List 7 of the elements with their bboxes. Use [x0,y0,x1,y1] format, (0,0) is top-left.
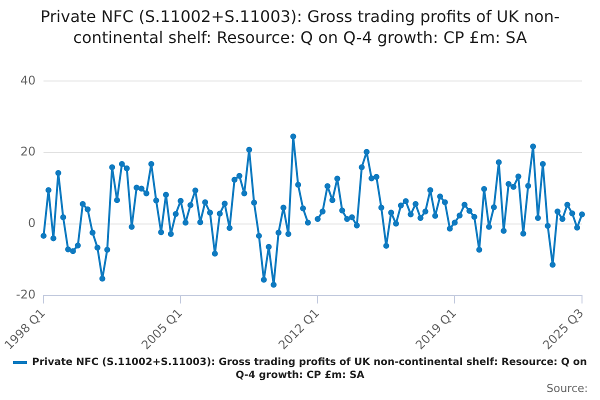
y-tick-label: 20 [20,144,36,159]
source-note: Source: [546,382,588,395]
chart-title: Private NFC (S.11002+S.11003): Gross trading profits of UK non-continental shelf: Resource: Q on Q-4 growth: CP £m: SA [39,6,561,49]
y-tick-label: 40 [20,73,36,88]
legend-label: Private NFC (S.11002+S.11003): Gross trading profits of UK non-continental shelf: Resource: Q on Q-4 growth: CP £m: SA [31,356,588,382]
y-tick-label: -20 [16,288,36,302]
y-tick-label: 0 [28,216,36,230]
